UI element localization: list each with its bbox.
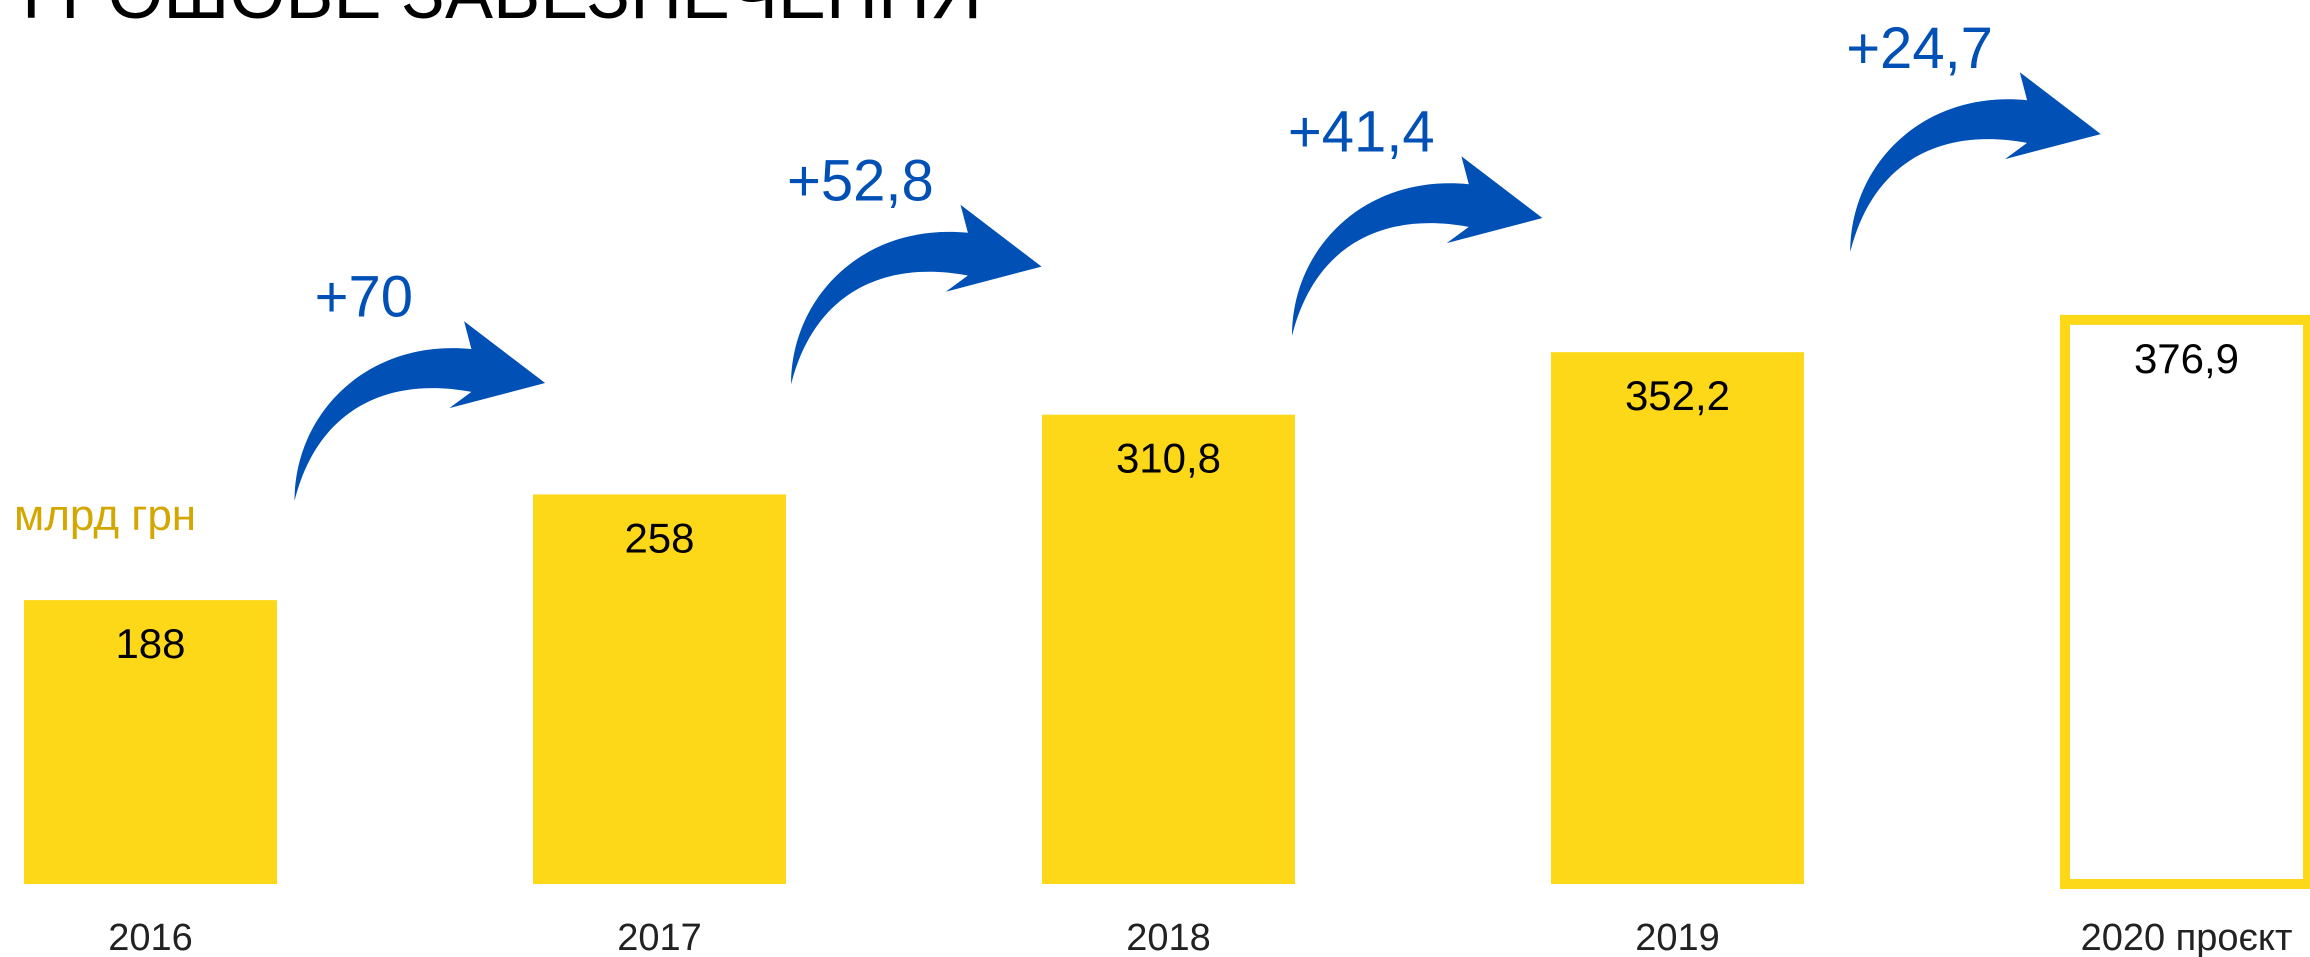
bar xyxy=(1551,352,1804,885)
increment-label: +52,8 xyxy=(787,148,934,213)
value-label: 310,8 xyxy=(1116,435,1221,482)
chart-title: ГРОШОВЕ ЗАБЕЗПЕЧЕННЯ xyxy=(22,0,982,34)
increment-arrow xyxy=(1850,72,2101,252)
value-label: 258 xyxy=(624,514,694,561)
x-tick-label: 2018 xyxy=(1126,917,1211,957)
x-tick-label: 2016 xyxy=(108,917,193,957)
x-tick-label: 2017 xyxy=(617,917,702,957)
increment-label: +41,4 xyxy=(1288,100,1435,165)
increment-label: +24,7 xyxy=(1846,16,1993,81)
increment-arrow xyxy=(294,321,546,501)
value-label: 188 xyxy=(115,620,185,667)
increment-arrow xyxy=(1292,156,1543,336)
bar xyxy=(1042,414,1295,884)
increment-label: +70 xyxy=(315,265,413,330)
x-tick-label: 2019 xyxy=(1635,917,1720,957)
value-label: 376,9 xyxy=(2134,335,2239,382)
value-label: 352,2 xyxy=(1625,372,1730,419)
unit-label: млрд грн xyxy=(14,491,196,540)
x-tick-label: 2020 проєкт xyxy=(2081,917,2293,957)
bar-outline xyxy=(2060,314,2310,890)
bar xyxy=(533,494,786,884)
bar xyxy=(24,600,277,884)
increment-arrow xyxy=(791,204,1042,385)
